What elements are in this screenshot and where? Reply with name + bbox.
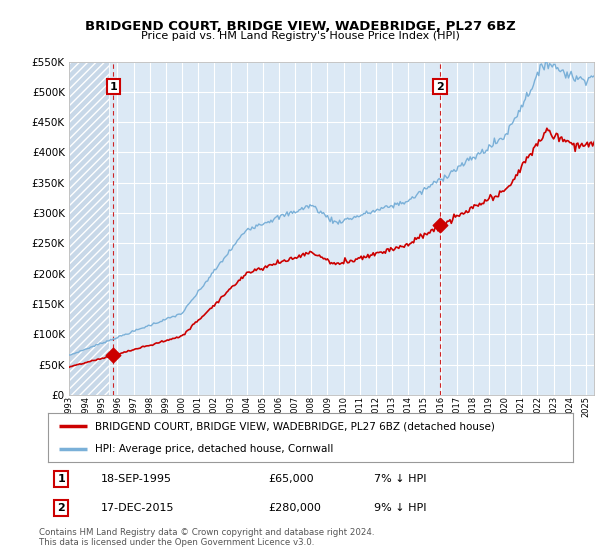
Point	[435, 221, 445, 230]
Bar	[69, 62, 109, 395]
Text: 1: 1	[57, 474, 65, 484]
Text: 7% ↓ HPI: 7% ↓ HPI	[373, 474, 426, 484]
Bar	[69, 62, 109, 395]
Text: 9% ↓ HPI: 9% ↓ HPI	[373, 503, 426, 514]
Text: 2: 2	[436, 82, 444, 92]
Text: BRIDGEND COURT, BRIDGE VIEW, WADEBRIDGE, PL27 6BZ: BRIDGEND COURT, BRIDGE VIEW, WADEBRIDGE,…	[85, 20, 515, 32]
Text: 18-SEP-1995: 18-SEP-1995	[101, 474, 172, 484]
Text: 1: 1	[110, 82, 117, 92]
Text: HPI: Average price, detached house, Cornwall: HPI: Average price, detached house, Corn…	[95, 444, 334, 454]
Text: £280,000: £280,000	[269, 503, 322, 514]
Text: £65,000: £65,000	[269, 474, 314, 484]
Text: Price paid vs. HM Land Registry's House Price Index (HPI): Price paid vs. HM Land Registry's House …	[140, 31, 460, 41]
Text: 17-DEC-2015: 17-DEC-2015	[101, 503, 174, 514]
Text: Contains HM Land Registry data © Crown copyright and database right 2024.
This d: Contains HM Land Registry data © Crown c…	[39, 528, 374, 547]
Point	[109, 351, 118, 360]
Text: 2: 2	[57, 503, 65, 514]
Text: BRIDGEND COURT, BRIDGE VIEW, WADEBRIDGE, PL27 6BZ (detached house): BRIDGEND COURT, BRIDGE VIEW, WADEBRIDGE,…	[95, 421, 495, 431]
